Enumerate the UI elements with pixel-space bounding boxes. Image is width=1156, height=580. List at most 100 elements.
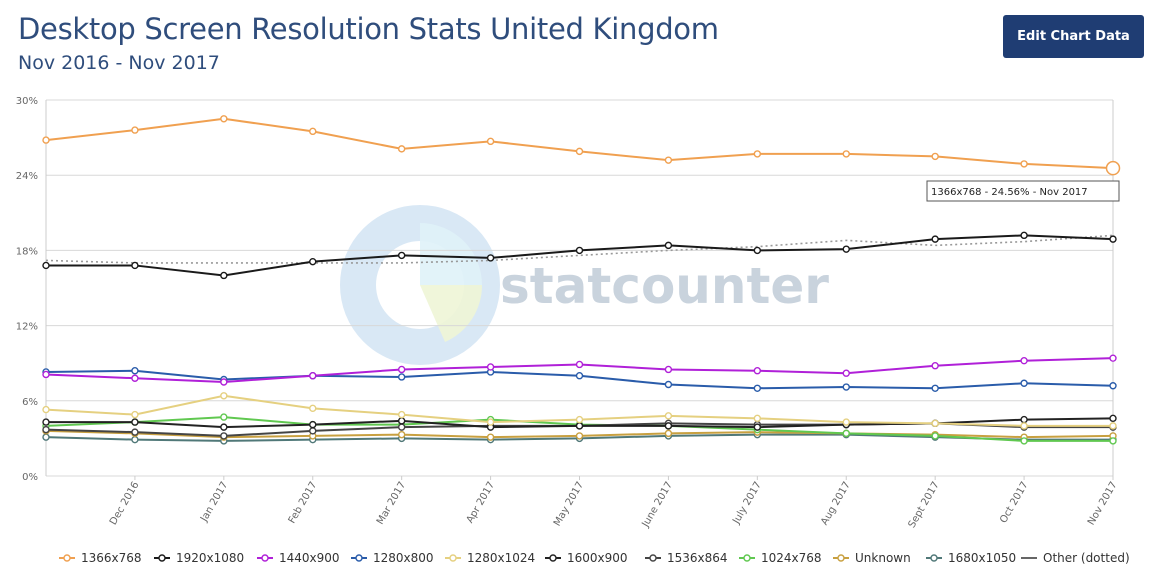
- data-point-1920x1080: [1020, 231, 1028, 240]
- data-point-1440x900: [931, 362, 939, 370]
- page-title: Desktop Screen Resolution Stats United K…: [18, 12, 719, 46]
- data-point-1366x768: [397, 145, 406, 153]
- y-tick-label: 18%: [16, 246, 38, 257]
- legend-item-1920x1080: 1920x1080: [154, 551, 244, 565]
- legend-item-1440x900: 1440x900: [257, 551, 340, 565]
- watermark-text: statcounter: [500, 257, 829, 315]
- data-point-1440x900: [575, 360, 584, 369]
- data-point-1366x768: [1020, 160, 1028, 168]
- data-point-1600x900: [1020, 415, 1028, 424]
- y-tick-label: 12%: [16, 322, 38, 333]
- legend-swatch-marker: [449, 554, 457, 562]
- data-point-1920x1080: [931, 235, 939, 243]
- legend-label: Unknown: [855, 551, 911, 565]
- data-point-1280x1024: [131, 410, 139, 419]
- data-point-1366x768: [131, 126, 139, 134]
- legend-swatch-marker: [549, 554, 557, 562]
- legend-item-1600x900: 1600x900: [545, 551, 628, 565]
- data-point-Unknown: [486, 433, 495, 441]
- x-tick-label: Mar 2017: [375, 480, 408, 527]
- x-tick-label: Jan 2017: [198, 480, 230, 525]
- series-line-1366x768: [45, 117, 1114, 170]
- data-point-1440x900: [753, 367, 762, 375]
- data-point-1280x800: [575, 372, 584, 380]
- legend-swatch-marker: [158, 554, 166, 562]
- data-point-1280x1024: [309, 404, 317, 413]
- data-point-1536x864: [42, 425, 50, 434]
- data-point-1280x1024: [753, 414, 762, 423]
- page-subtitle: Nov 2016 - Nov 2017: [18, 52, 220, 74]
- x-tick-label: Apr 2017: [465, 480, 497, 525]
- data-point-1920x1080: [486, 254, 495, 262]
- x-tick-label: July 2017: [731, 480, 764, 527]
- data-point-1600x900: [664, 422, 673, 430]
- data-point-1366x768: [842, 150, 850, 158]
- x-tick-label: Feb 2017: [287, 480, 320, 526]
- watermark-logo-wedge-2: [420, 285, 483, 342]
- data-point-1366x768: [931, 152, 939, 161]
- tooltip-text: 1366x768 - 24.56% - Nov 2017: [931, 187, 1088, 198]
- data-point-1536x864: [220, 432, 228, 440]
- legend-swatch-marker: [649, 554, 657, 562]
- x-axis-labels: Dec 2016 Jan 2017 Feb 2017 Mar 2017 Apr 2017…: [108, 476, 1120, 530]
- legend-item-1536x864: 1536x864: [645, 551, 728, 565]
- data-point-Unknown: [397, 430, 406, 439]
- legend-swatch-marker: [355, 554, 363, 562]
- data-point-1600x900: [220, 423, 228, 431]
- legend-item-other: Other (dotted): [1021, 551, 1130, 565]
- legend-swatch-marker: [930, 554, 938, 562]
- data-point-1920x1080: [131, 261, 139, 270]
- data-point-1680x1050: [42, 433, 50, 441]
- data-point-1440x900: [842, 369, 850, 377]
- data-point-1440x900: [664, 365, 673, 374]
- data-point-1600x900: [1109, 414, 1117, 423]
- highlight-point: [1105, 160, 1121, 176]
- data-point-1920x1080: [842, 245, 850, 253]
- data-point-1440x900: [397, 365, 406, 374]
- legend-label: 1600x900: [567, 551, 628, 565]
- data-point-1920x1080: [1109, 235, 1117, 243]
- data-point-1440x900: [309, 372, 317, 380]
- data-point-1600x900: [397, 417, 406, 425]
- legend-label: 1440x900: [279, 551, 340, 565]
- y-tick-label: 0%: [22, 472, 38, 483]
- data-point-1536x864: [309, 427, 317, 435]
- data-point-Unknown: [575, 432, 584, 440]
- tooltip-box: [926, 180, 1120, 202]
- data-point-1280x800: [397, 373, 406, 381]
- data-point-1366x768: [486, 137, 495, 146]
- legend-item-1024x768: 1024x768: [739, 551, 822, 565]
- legend-label: 1366x768: [81, 551, 142, 565]
- edit-chart-data-button[interactable]: Edit Chart Data: [1003, 15, 1144, 58]
- data-point-1280x800: [1020, 379, 1028, 387]
- data-point-1280x800: [131, 367, 139, 375]
- data-point-1920x1080: [309, 257, 317, 266]
- data-point-1366x768: [575, 147, 584, 156]
- data-point-1440x900: [486, 363, 495, 371]
- x-tick-label: Oct 2017: [998, 480, 1030, 525]
- data-point-1024x768: [1020, 437, 1028, 445]
- data-point-1440x900: [220, 378, 228, 386]
- data-point-1920x1080: [753, 246, 762, 255]
- data-point-1600x900: [753, 423, 762, 431]
- data-point-1680x1050: [131, 435, 139, 444]
- data-point-1280x1024: [486, 418, 495, 426]
- chart-tooltip: 1366x768 - 24.56% - Nov 2017: [926, 180, 1120, 202]
- statcounter-watermark: statcounter: [340, 205, 829, 365]
- legend-item-1280x800: 1280x800: [351, 551, 434, 565]
- x-tick-label: Dec 2016: [108, 480, 142, 527]
- x-tick-label: May 2017: [552, 480, 586, 528]
- legend-label: Other (dotted): [1043, 551, 1130, 565]
- data-point-1280x1024: [220, 392, 228, 400]
- data-point-1920x1080: [397, 251, 406, 260]
- data-point-1024x768: [220, 413, 228, 421]
- data-point-1280x1024: [1020, 422, 1028, 430]
- data-point-1280x1024: [397, 410, 406, 419]
- data-point-Unknown: [664, 429, 673, 438]
- data-point-1366x768: [220, 115, 228, 123]
- legend-swatch-marker: [63, 554, 71, 562]
- data-point-1024x768: [931, 432, 939, 440]
- data-point-1280x800: [931, 384, 939, 392]
- data-point-1440x900: [1020, 356, 1028, 365]
- data-point-1280x1024: [42, 405, 50, 414]
